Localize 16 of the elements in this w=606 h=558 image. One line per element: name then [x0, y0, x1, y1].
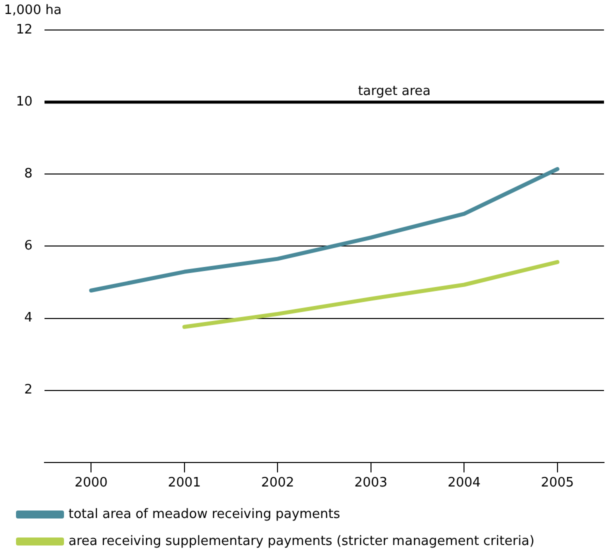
- y-tick-label: 6: [24, 238, 33, 254]
- legend-label: area receiving supplementary payments (stricter management criteria): [68, 534, 534, 549]
- y-tick-label: 2: [24, 382, 33, 398]
- x-tick-label: 2005: [540, 476, 574, 491]
- legend-label: total area of meadow receiving payments: [68, 506, 340, 522]
- x-tick-label: 2003: [354, 476, 388, 491]
- y-tick-label: 10: [16, 94, 33, 110]
- x-tick-label: 2001: [168, 476, 201, 491]
- y-axis-title: 1,000 ha: [4, 2, 62, 18]
- y-tick-label: 12: [16, 22, 33, 38]
- y-tick-label: 8: [24, 166, 33, 182]
- x-tick-label: 2004: [448, 476, 481, 491]
- x-tick-label: 2000: [74, 476, 108, 491]
- y-tick-label: 4: [24, 310, 33, 326]
- x-tick-label: 2002: [261, 476, 294, 491]
- ref-line-label: target area: [358, 84, 431, 99]
